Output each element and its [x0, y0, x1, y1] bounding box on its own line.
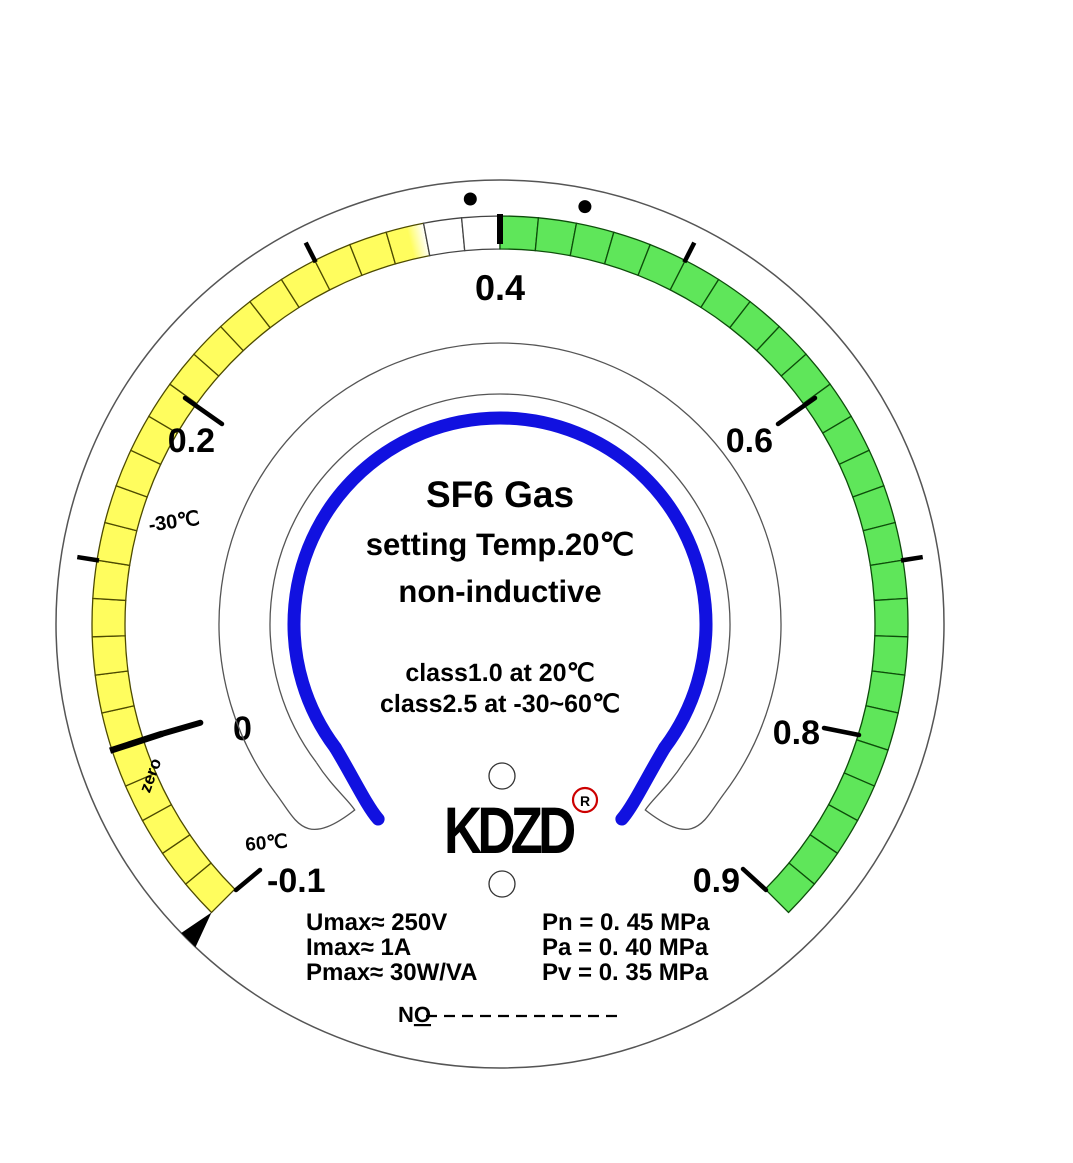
svg-text:Umax≈ 250V: Umax≈ 250V — [306, 909, 447, 936]
svg-text:-0.1: -0.1 — [267, 862, 326, 900]
svg-text:SF6 Gas: SF6 Gas — [426, 474, 574, 515]
svg-text:0.2: 0.2 — [168, 422, 215, 460]
svg-text:60℃: 60℃ — [244, 831, 288, 856]
svg-text:Imax≈ 1A: Imax≈ 1A — [306, 934, 411, 961]
svg-text:Pn = 0. 45 MPa: Pn = 0. 45 MPa — [542, 909, 710, 936]
svg-text:Pa = 0. 40 MPa: Pa = 0. 40 MPa — [542, 934, 709, 961]
svg-text:setting Temp.20℃: setting Temp.20℃ — [366, 527, 635, 562]
svg-text:0.4: 0.4 — [475, 267, 525, 308]
svg-text:Pmax≈ 30W/VA: Pmax≈ 30W/VA — [306, 959, 477, 986]
svg-text:NO: NO — [398, 1002, 431, 1027]
svg-text:KDZD: KDZD — [444, 793, 574, 867]
svg-text:0.9: 0.9 — [693, 862, 740, 900]
svg-text:-30℃: -30℃ — [147, 508, 201, 537]
svg-text:0.6: 0.6 — [726, 422, 773, 460]
svg-text:Pv = 0. 35 MPa: Pv = 0. 35 MPa — [542, 959, 709, 986]
svg-text:R: R — [580, 793, 590, 809]
svg-text:0.8: 0.8 — [773, 714, 820, 752]
svg-text:0: 0 — [233, 710, 252, 748]
svg-text:class1.0 at 20℃: class1.0 at 20℃ — [405, 659, 594, 687]
svg-text:class2.5 at -30~60℃: class2.5 at -30~60℃ — [380, 690, 620, 718]
svg-text:non-inductive: non-inductive — [398, 574, 601, 609]
